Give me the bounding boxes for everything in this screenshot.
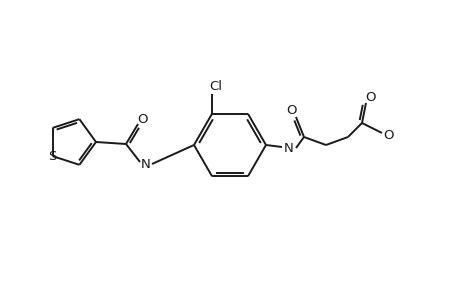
Text: N: N <box>141 158 151 170</box>
Text: Cl: Cl <box>209 80 222 93</box>
Text: O: O <box>365 91 375 103</box>
Text: O: O <box>137 112 148 125</box>
Text: N: N <box>284 142 293 154</box>
Text: O: O <box>286 103 297 116</box>
Text: O: O <box>383 128 393 142</box>
Text: S: S <box>48 150 56 163</box>
